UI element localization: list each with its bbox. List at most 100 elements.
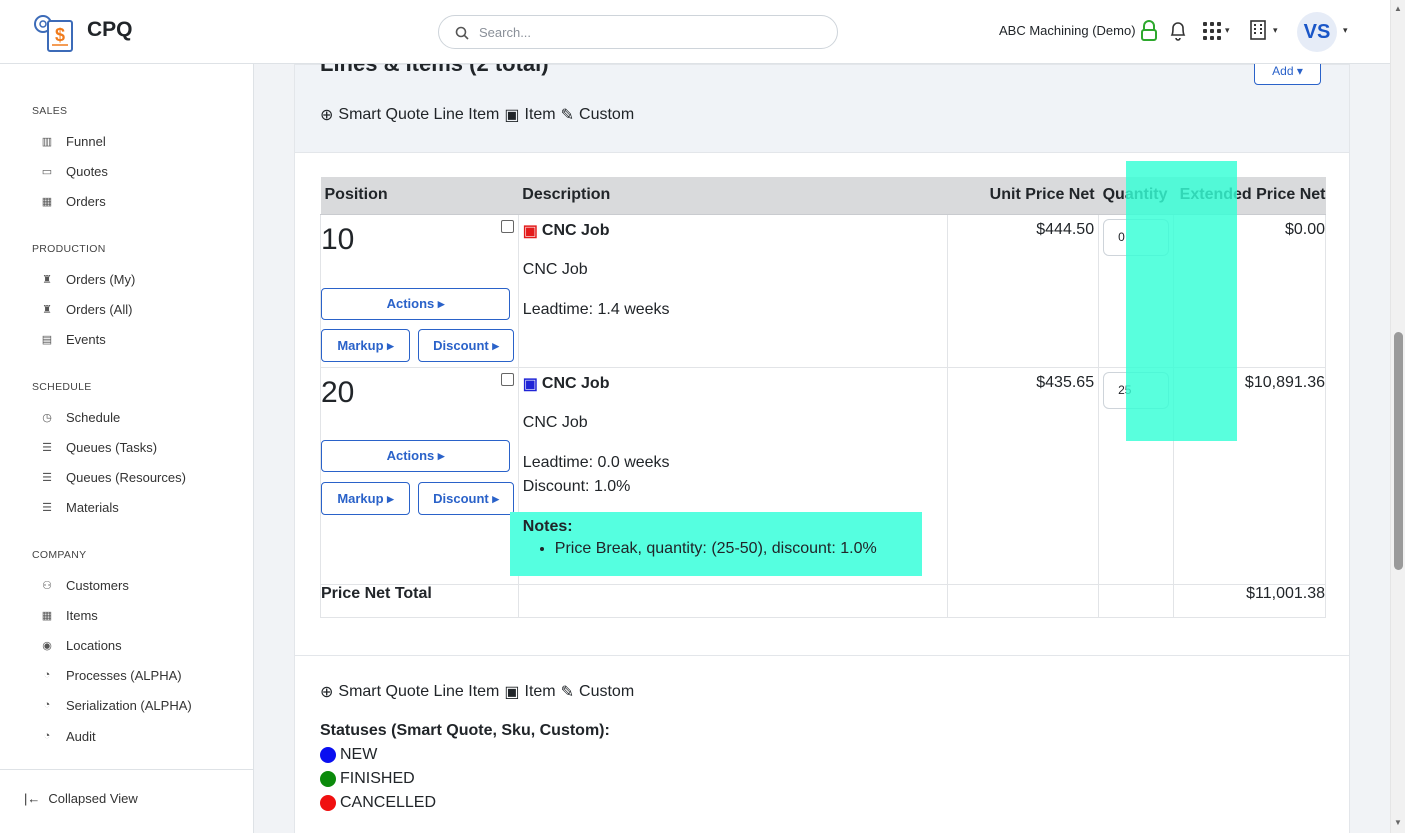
svg-text:$: $ [55,25,65,45]
apps-grid-icon[interactable] [1203,22,1221,40]
sidebar-item-schedule[interactable]: ◷ Schedule [40,406,120,428]
scroll-thumb[interactable] [1394,332,1403,570]
scroll-down-icon[interactable]: ▼ [1394,818,1402,827]
funnel-icon: ▥ [41,135,53,148]
sidebar-item-queues-resources[interactable]: ☰ Queues (Resources) [40,466,186,488]
actions-button[interactable]: Actions ▸ [321,439,510,472]
position-number: 10 [321,222,355,256]
gauge-icon: ◔ [43,699,51,711]
sidebar-item-label: Audit [66,728,96,744]
sidebar-item-audit[interactable]: ◔ Audit [40,725,96,747]
legend-item: Item [524,106,556,123]
legend-bottom: ⊕ Smart Quote Line Item ▣ Item ✎ Custom [320,682,634,702]
sidebar-section-sales: SALES [32,105,68,117]
markup-button[interactable]: Markup ▸ [321,481,410,515]
col-description[interactable]: Description [518,177,948,215]
sidebar-section-company: COMPANY [32,549,87,561]
brand-name[interactable]: CPQ [87,18,133,41]
total-row: Price Net Total $11,001.38 [320,583,1326,618]
row-checkbox[interactable] [500,219,514,233]
item-discount: Discount: 1.0% [522,477,631,495]
legend-custom: Custom [579,683,635,700]
discount-button[interactable]: Discount ▸ [418,481,514,515]
sidebar-item-label: Quotes [66,163,108,179]
user-avatar[interactable]: VS [1297,12,1337,52]
add-button[interactable]: Add ▾ [1254,64,1321,85]
item-title[interactable]: ▣ CNC Job [522,374,610,393]
table-header-row: Position Description Unit Price Net Quan… [320,177,1326,215]
item-leadtime: Leadtime: 1.4 weeks [522,300,670,318]
sidebar-item-processes[interactable]: ◔ Processes (ALPHA) [40,664,182,686]
total-label: Price Net Total [320,583,519,618]
cpq-logo-icon[interactable]: $ [30,12,76,54]
avatar-caret-icon[interactable]: ▾ [1343,25,1348,35]
sidebar-item-label: Processes (ALPHA) [66,667,182,683]
quantity-cell [1098,366,1175,585]
sidebar-item-orders-all[interactable]: ♜ Orders (All) [40,298,132,320]
sidebar-item-orders-my[interactable]: ♜ Orders (My) [40,268,135,290]
legend-item: Item [524,683,556,700]
section-divider [295,655,1349,656]
legend-smart: Smart Quote Line Item [338,683,500,700]
markup-button[interactable]: Markup ▸ [321,328,410,362]
calendar-icon: ▤ [41,333,53,346]
sidebar-item-quotes[interactable]: ▭ Quotes [40,160,108,182]
sidebar: SALES ▥ Funnel ▭ Quotes ▦ Orders PRODUCTION… [0,64,254,833]
quantity-input[interactable] [1103,218,1170,256]
sidebar-item-items[interactable]: ▦ Items [40,604,98,626]
item-title[interactable]: ▣ CNC Job [522,221,610,240]
sidebar-item-label: Queues (Resources) [66,469,186,485]
apps-caret-icon[interactable]: ▾ [1225,25,1230,35]
sidebar-item-events[interactable]: ▤ Events [40,328,106,350]
card-title: Lines & Items (2 total) [320,64,549,77]
orders-icon: ▦ [41,195,53,208]
lock-icon[interactable] [1140,20,1158,42]
search-input[interactable] [479,22,819,42]
company-name[interactable]: ABC Machining (Demo) [999,23,1136,38]
sidebar-item-queues-tasks[interactable]: ☰ Queues (Tasks) [40,436,157,458]
smart-quote-icon: ⊕ [320,684,334,701]
smart-quote-icon: ⊕ [320,107,334,124]
building-icon[interactable] [1250,20,1266,40]
sidebar-item-materials[interactable]: ☰ Materials [40,496,119,518]
sidebar-item-customers[interactable]: ⚇ Customers [40,574,129,596]
customers-icon: ⚇ [42,579,52,592]
unit-price-cell: $444.50 [947,213,1100,368]
sidebar-item-orders[interactable]: ▦ Orders [40,190,106,212]
sidebar-item-label: Queues (Tasks) [66,439,158,455]
discount-button[interactable]: Discount ▸ [418,328,514,362]
row-checkbox[interactable] [500,372,514,386]
item-qr-icon: ▣ [504,684,520,701]
actions-button[interactable]: Actions ▸ [321,287,510,320]
item-subtitle: CNC Job [522,260,588,278]
item-subtitle: CNC Job [522,413,588,431]
sidebar-item-funnel[interactable]: ▥ Funnel [40,130,106,152]
list-icon: ☰ [42,471,52,484]
building-caret-icon[interactable]: ▾ [1273,25,1278,35]
collapse-view-button[interactable]: |← Collapsed View [24,791,138,806]
page-scrollbar[interactable]: ▲ ▼ [1390,0,1405,833]
col-quantity[interactable]: Quantity [1098,177,1174,215]
custom-pencil-icon: ✎ [560,684,575,701]
sidebar-item-locations[interactable]: ◉ Locations [40,634,121,656]
sidebar-item-label: Serialization (ALPHA) [66,697,192,713]
status-cancelled: CANCELLED [320,794,436,812]
col-extended-price[interactable]: Extended Price Net [1173,177,1326,215]
status-new: NEW [320,746,377,764]
bell-icon[interactable] [1169,20,1187,42]
col-unit-price[interactable]: Unit Price Net [947,177,1099,215]
legend-custom: Custom [579,106,635,123]
note-item: Price Break, quantity: (25-50), discount… [555,540,922,558]
collapse-label: Collapsed View [48,791,138,806]
col-position[interactable]: Position [320,177,519,215]
extended-price: $0.00 [1284,220,1325,238]
quantity-input[interactable] [1103,371,1170,409]
lines-items-card: Lines & Items (2 total) Add ▾ ⊕ Smart Qu… [294,64,1350,833]
scroll-up-icon[interactable]: ▲ [1394,4,1402,13]
sidebar-item-label: Events [66,331,106,347]
search-box[interactable] [438,15,838,49]
legend-smart: Smart Quote Line Item [338,106,500,123]
sidebar-item-serialization[interactable]: ◔ Serialization (ALPHA) [40,694,192,716]
table-row: 20 Actions ▸ Markup ▸ Discount ▸ ▣ CNC J… [320,366,1326,585]
location-icon: ◉ [42,639,52,652]
